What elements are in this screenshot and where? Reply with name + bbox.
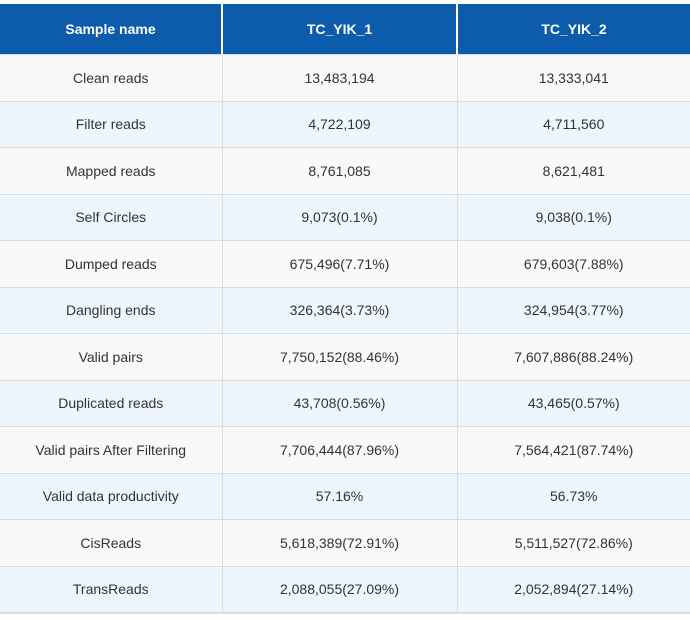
row-label: Duplicated reads — [0, 379, 222, 427]
cell: 56.73% — [456, 472, 690, 520]
cell: 5,511,527(72.86%) — [456, 519, 690, 566]
row-label: Mapped reads — [0, 147, 222, 194]
table-row: Mapped reads 8,761,085 8,621,481 — [0, 147, 690, 194]
table-row: Valid data productivity 57.16% 56.73% — [0, 472, 690, 520]
row-label: TransReads — [0, 565, 222, 614]
cell: 4,711,560 — [456, 100, 690, 148]
row-label: CisReads — [0, 519, 222, 566]
cell: 679,603(7.88%) — [456, 240, 690, 287]
row-label: Filter reads — [0, 100, 222, 148]
cell: 326,364(3.73%) — [221, 286, 457, 334]
header-cell: TC_YIK_2 — [456, 4, 690, 55]
data-table: Sample name TC_YIK_1 TC_YIK_2 Clean reads 1… — [0, 4, 690, 614]
cell: 7,607,886(88.24%) — [456, 333, 690, 380]
table-row: Filter reads 4,722,109 4,711,560 — [0, 100, 690, 148]
cell: 9,073(0.1%) — [221, 193, 457, 241]
row-label: Self Circles — [0, 193, 222, 241]
table-row: Valid pairs 7,750,152(88.46%) 7,607,886(88… — [0, 333, 690, 380]
cell: 7,564,421(87.74%) — [456, 426, 690, 473]
cell: 8,621,481 — [456, 147, 690, 194]
table-row: TransReads 2,088,055(27.09%) 2,052,894(27.… — [0, 565, 690, 614]
cell: 57.16% — [221, 472, 457, 520]
table-row: Valid pairs After Filtering 7,706,444(87.… — [0, 426, 690, 473]
table-row: Duplicated reads 43,708(0.56%) 43,465(0.57… — [0, 379, 690, 427]
table-row: Self Circles 9,073(0.1%) 9,038(0.1%) — [0, 193, 690, 241]
cell: 43,708(0.56%) — [221, 379, 457, 427]
cell: 4,722,109 — [221, 100, 457, 148]
cell: 5,618,389(72.91%) — [221, 519, 457, 566]
cell: 13,333,041 — [456, 54, 690, 101]
cell: 7,706,444(87.96%) — [221, 426, 457, 473]
header-row: Sample name TC_YIK_1 TC_YIK_2 — [0, 4, 690, 55]
header-cell: Sample name — [0, 4, 222, 55]
cell: 7,750,152(88.46%) — [221, 333, 457, 380]
cell: 9,038(0.1%) — [456, 193, 690, 241]
cell: 43,465(0.57%) — [456, 379, 690, 427]
row-label: Dumped reads — [0, 240, 222, 287]
row-label: Clean reads — [0, 54, 222, 101]
cell: 2,052,894(27.14%) — [456, 565, 690, 614]
cell: 8,761,085 — [221, 147, 457, 194]
table-row: Dangling ends 326,364(3.73%) 324,954(3.77%… — [0, 286, 690, 334]
header-cell: TC_YIK_1 — [221, 4, 457, 55]
cell: 675,496(7.71%) — [221, 240, 457, 287]
cell: 13,483,194 — [221, 54, 457, 101]
row-label: Valid pairs — [0, 333, 222, 380]
cell: 2,088,055(27.09%) — [221, 565, 457, 614]
row-label: Valid pairs After Filtering — [0, 426, 222, 473]
table-row: CisReads 5,618,389(72.91%) 5,511,527(72.86… — [0, 519, 690, 566]
row-label: Valid data productivity — [0, 472, 222, 520]
table-body: Clean reads 13,483,194 13,333,041 Filter re… — [0, 54, 690, 614]
table-row: Clean reads 13,483,194 13,333,041 — [0, 54, 690, 101]
page: Sample name TC_YIK_1 TC_YIK_2 Clean reads 1… — [0, 4, 690, 620]
table-row: Dumped reads 675,496(7.71%) 679,603(7.88%) — [0, 240, 690, 287]
row-label: Dangling ends — [0, 286, 222, 334]
cell: 324,954(3.77%) — [456, 286, 690, 334]
